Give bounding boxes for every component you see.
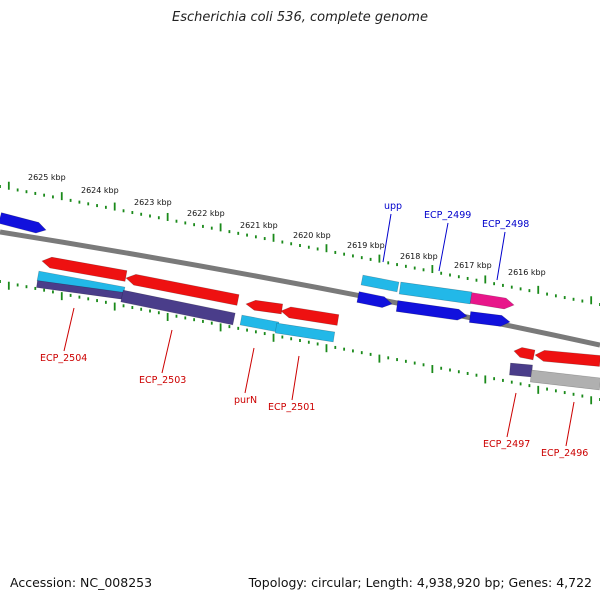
genome-backbone [0, 229, 600, 348]
tick-label: 2620 kbp [293, 231, 331, 240]
gene-arrow [41, 256, 128, 282]
gene-leader-line [161, 329, 173, 374]
gene-arrow [468, 311, 511, 327]
tick-label: 2616 kbp [508, 268, 546, 277]
gene-arrow [274, 322, 336, 343]
tick-label: 2624 kbp [81, 186, 119, 195]
gene-leader-line [506, 392, 517, 438]
gene-leader-line [565, 401, 575, 447]
gene-label: ECP_2499 [424, 210, 471, 221]
gene-arrow [509, 362, 533, 378]
gene-layer [0, 212, 600, 391]
gene-arrow [395, 300, 468, 321]
tick-label: 2623 kbp [134, 198, 172, 207]
gene-arrow [360, 274, 400, 293]
gene-arrow [120, 289, 236, 326]
tick-label: 2621 kbp [240, 221, 278, 230]
gene-arrow [245, 299, 284, 315]
tick-label: 2619 kbp [347, 241, 385, 250]
topology-text: Topology: circular; Length: 4,938,920 bp… [248, 575, 592, 590]
gene-label: ECP_2504 [40, 353, 87, 364]
gene-leader-line [63, 307, 75, 352]
gene-arrow [534, 350, 600, 367]
tick-label: 2625 kbp [28, 173, 66, 182]
gene-leader-line [438, 222, 449, 272]
gene-leader-line [496, 231, 506, 281]
label-layer: upp ECP_2499 ECP_2498 ECP_2504 ECP_2503 purN E… [40, 201, 588, 459]
tick-layer: 2625 kbp 2624 kbp 2623 kbp 2622 kbp 2621 kbp… [0, 173, 600, 405]
tick-label: 2622 kbp [187, 209, 225, 218]
gene-arrow [398, 281, 473, 305]
gene-arrow [125, 274, 240, 306]
gene-arrow [469, 292, 515, 310]
tick-label: 2617 kbp [454, 261, 492, 270]
backbone-layer [0, 229, 600, 348]
gene-arrow [513, 347, 536, 361]
map-title: Escherichia coli 536, complete genome [172, 10, 428, 25]
gene-arrow [529, 369, 600, 391]
gene-leader-line [291, 355, 300, 401]
gene-label: purN [234, 395, 257, 406]
gene-label: ECP_2501 [268, 402, 315, 413]
gene-label: ECP_2503 [139, 375, 186, 386]
gene-leader-line [244, 347, 255, 394]
gene-arrow [280, 306, 340, 326]
gene-label: ECP_2497 [483, 439, 530, 450]
gene-leader-line [382, 213, 392, 263]
gene-arrow [356, 291, 393, 308]
gene-arrow [239, 314, 280, 333]
gene-label: upp [384, 201, 402, 212]
gene-label: ECP_2498 [482, 219, 529, 230]
tick-label: 2618 kbp [400, 252, 438, 261]
accession-text: Accession: NC_008253 [10, 575, 153, 590]
gene-arrow [0, 212, 47, 234]
gene-label: ECP_2496 [541, 448, 588, 459]
